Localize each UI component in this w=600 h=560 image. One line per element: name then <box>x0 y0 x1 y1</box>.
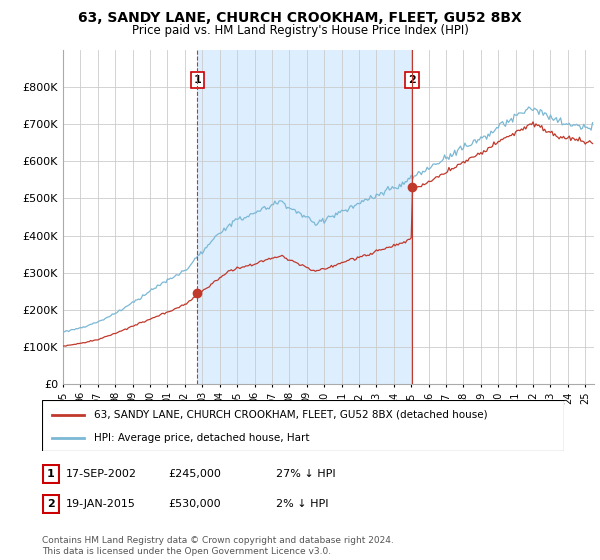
Text: 17-SEP-2002: 17-SEP-2002 <box>66 469 137 479</box>
Bar <box>197 50 412 384</box>
Text: £530,000: £530,000 <box>168 499 221 509</box>
Text: 27% ↓ HPI: 27% ↓ HPI <box>276 469 335 479</box>
Text: HPI: Average price, detached house, Hart: HPI: Average price, detached house, Hart <box>94 433 310 443</box>
Text: Price paid vs. HM Land Registry's House Price Index (HPI): Price paid vs. HM Land Registry's House … <box>131 24 469 36</box>
Text: 19-JAN-2015: 19-JAN-2015 <box>66 499 136 509</box>
Text: 2: 2 <box>408 75 416 85</box>
Text: Contains HM Land Registry data © Crown copyright and database right 2024.
This d: Contains HM Land Registry data © Crown c… <box>42 536 394 556</box>
Text: 1: 1 <box>47 469 55 479</box>
Text: 2% ↓ HPI: 2% ↓ HPI <box>276 499 329 509</box>
Text: 1: 1 <box>194 75 201 85</box>
Text: 63, SANDY LANE, CHURCH CROOKHAM, FLEET, GU52 8BX (detached house): 63, SANDY LANE, CHURCH CROOKHAM, FLEET, … <box>94 409 488 419</box>
Text: 63, SANDY LANE, CHURCH CROOKHAM, FLEET, GU52 8BX: 63, SANDY LANE, CHURCH CROOKHAM, FLEET, … <box>78 11 522 25</box>
Text: 2: 2 <box>47 499 55 509</box>
Text: £245,000: £245,000 <box>168 469 221 479</box>
